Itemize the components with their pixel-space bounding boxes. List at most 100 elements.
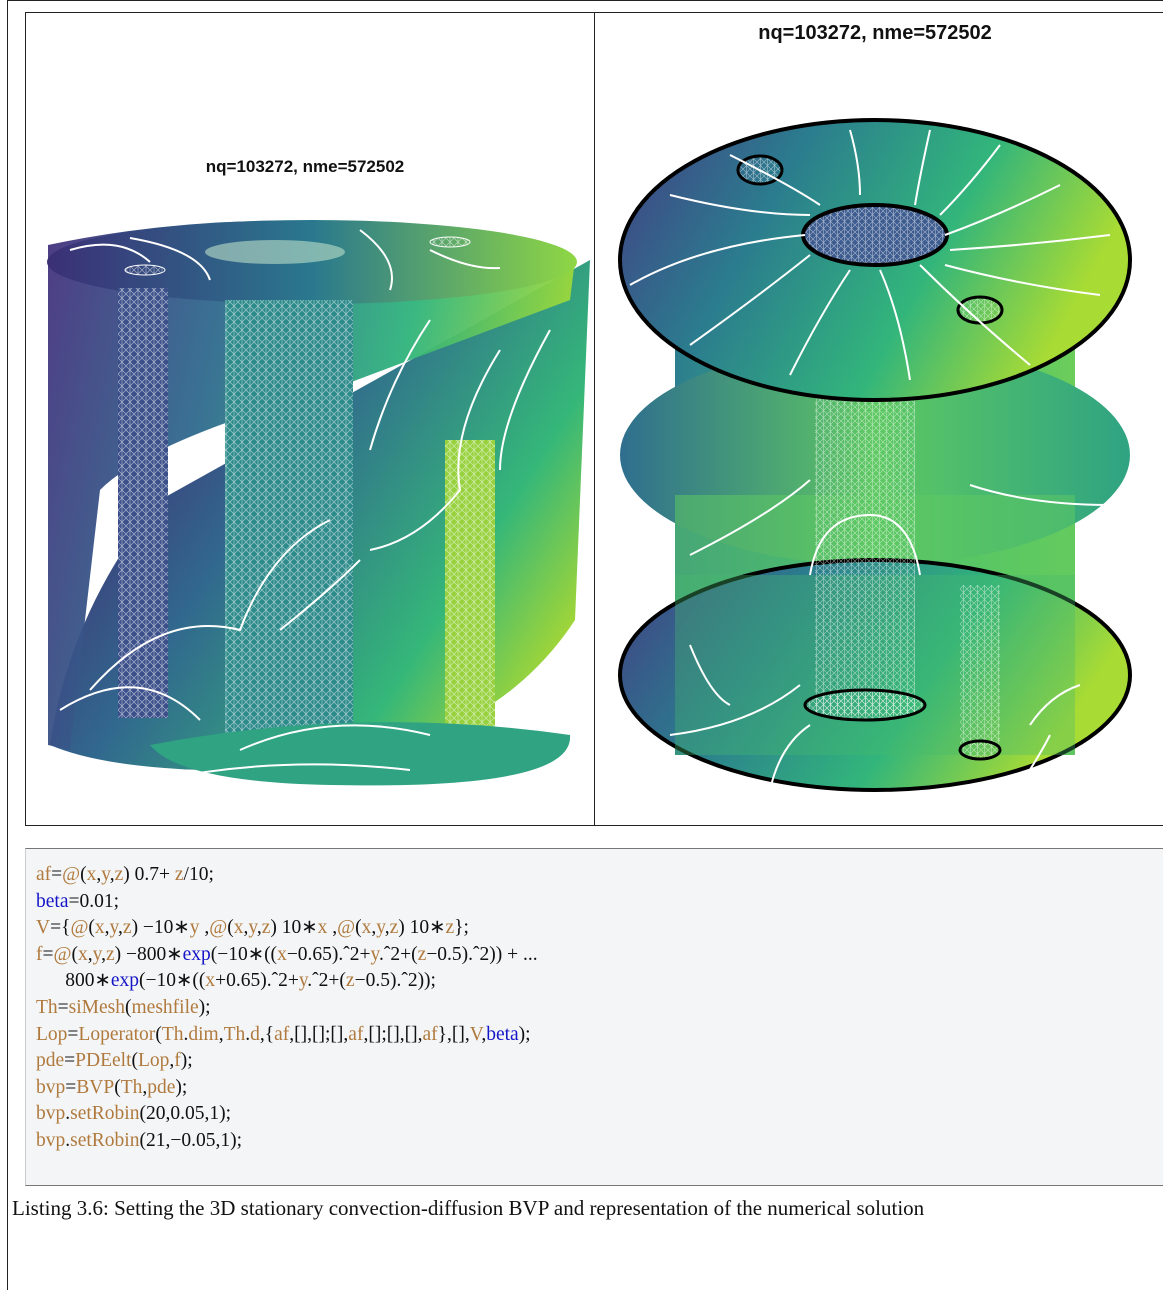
code-token: siMesh [68,996,126,1018]
code-token: x [86,864,97,885]
code-token: −0.65).ˆ2+ [286,943,371,965]
code-token: ,[];[],[], [363,1023,423,1045]
code-token: y [376,917,385,939]
code-token: ); [175,1076,188,1098]
code-token: bvp [36,1129,66,1151]
code-line: Lop=Loperator(Th.dim,Th.d,{af,[],[];[],a… [36,1022,538,1049]
code-line: pde=PDEelt(Lop,f); [36,1048,538,1075]
code-token: , [169,1050,175,1072]
code-token: ) 10∗ [270,917,318,939]
code-token: @ [209,917,228,939]
code-token: Th [161,1023,184,1045]
code-token: =0.01; [68,890,120,912]
code-line: bvp.setRobin(21,−0.05,1); [36,1128,538,1155]
code-token: @ [53,943,72,965]
code-token: Lop [36,1023,68,1045]
code-token: −0.5).ˆ2)); [354,970,436,992]
code-token: bvp [36,1103,66,1125]
code-token: z [417,943,427,965]
code-token: , [371,917,377,939]
code-token: z [389,917,399,939]
code-token: = [57,996,69,1018]
code-token: },[], [437,1023,470,1045]
code-token: x [233,917,244,939]
code-token: x [205,970,216,992]
code-token: @ [62,864,81,885]
code-token: , [243,917,249,939]
figure-divider [594,12,595,826]
code-token: , [327,917,338,939]
code-token: f [174,1050,181,1072]
code-token: y [248,917,257,939]
code-token: @ [337,917,356,939]
right-plot-title: nq=103272, nme=572502 [758,22,992,44]
code-token: x [94,917,105,939]
code-token: y [298,970,308,992]
code-token: d [250,1023,260,1045]
code-token: .ˆ2+( [307,970,346,992]
code-token: z [345,970,355,992]
code-token: ) 10∗ [398,917,446,939]
code-token: Loperator [78,1023,156,1045]
code-token: ( [155,1023,162,1045]
code-token: ); [518,1023,531,1045]
code-token: setRobin [70,1129,140,1151]
code-token: ( [355,917,362,939]
code-token: Th [223,1023,246,1045]
code-token: z [174,864,184,885]
code-token: af [36,864,52,885]
code-token: +0.65).ˆ2+ [215,970,299,992]
code-token: exp [110,970,139,992]
code-token: , [199,917,210,939]
code-token: , [109,864,115,885]
code-token: .ˆ2+( [379,943,418,965]
code-token: PDEelt [75,1050,132,1072]
code-token: , [384,917,390,939]
code-token: ( [88,917,95,939]
code-token: ( [71,943,78,965]
code-listing: af=@(x,y,z) 0.7+ z/10; beta=0.01; V={@(x,y… [36,862,538,1155]
code-token: x [277,943,287,965]
code-line: af=@(x,y,z) 0.7+ z/10; [36,862,538,889]
code-token: . [65,1129,71,1151]
code-token: ); [180,1050,193,1072]
code-token: z [445,917,455,939]
code-token: z [105,943,115,965]
code-token: z [114,864,124,885]
code-token: Th [120,1076,143,1098]
code-token: V [469,1023,482,1045]
code-token: . [183,1023,189,1045]
code-line: bvp=BVP(Th,pde); [36,1075,538,1102]
code-token: ( [227,917,234,939]
code-token: −0.5).ˆ2)) + ... [426,943,538,965]
code-token: . [245,1023,251,1045]
code-token: /10; [183,864,214,885]
code-token: ) −10∗ [131,917,190,939]
code-token: BVP [76,1076,115,1098]
code-token: exp [182,943,211,965]
code-token: = [67,1023,79,1045]
code-token: x [361,917,372,939]
code-token: ) −800∗ [114,943,183,965]
code-token: (20,0.05,1); [139,1103,231,1125]
page-frame-top-rule [7,0,1163,1]
code-token: @ [70,917,89,939]
code-token: y [109,917,119,939]
code-token: bvp [36,1076,66,1098]
code-token: , [87,943,93,965]
code-token: ={ [50,917,71,939]
code-token: , [101,943,106,965]
code-token: ( [131,1050,139,1072]
code-token: = [65,1076,77,1098]
code-token: y [370,943,380,965]
code-token: ,{ [259,1023,275,1045]
code-token: , [481,1023,487,1045]
code-token: dim [188,1023,219,1045]
code-line: 800∗exp(−10∗((x+0.65).ˆ2+y.ˆ2+(z−0.5).ˆ2… [36,968,538,995]
code-line: f=@(x,y,z) −800∗exp(−10∗((x−0.65).ˆ2+y.ˆ… [36,942,538,969]
code-token: z [122,917,132,939]
code-token: beta [36,890,69,912]
code-token: (−10∗(( [139,970,206,992]
code-token: meshfile [131,996,199,1018]
code-token: setRobin [70,1103,140,1125]
